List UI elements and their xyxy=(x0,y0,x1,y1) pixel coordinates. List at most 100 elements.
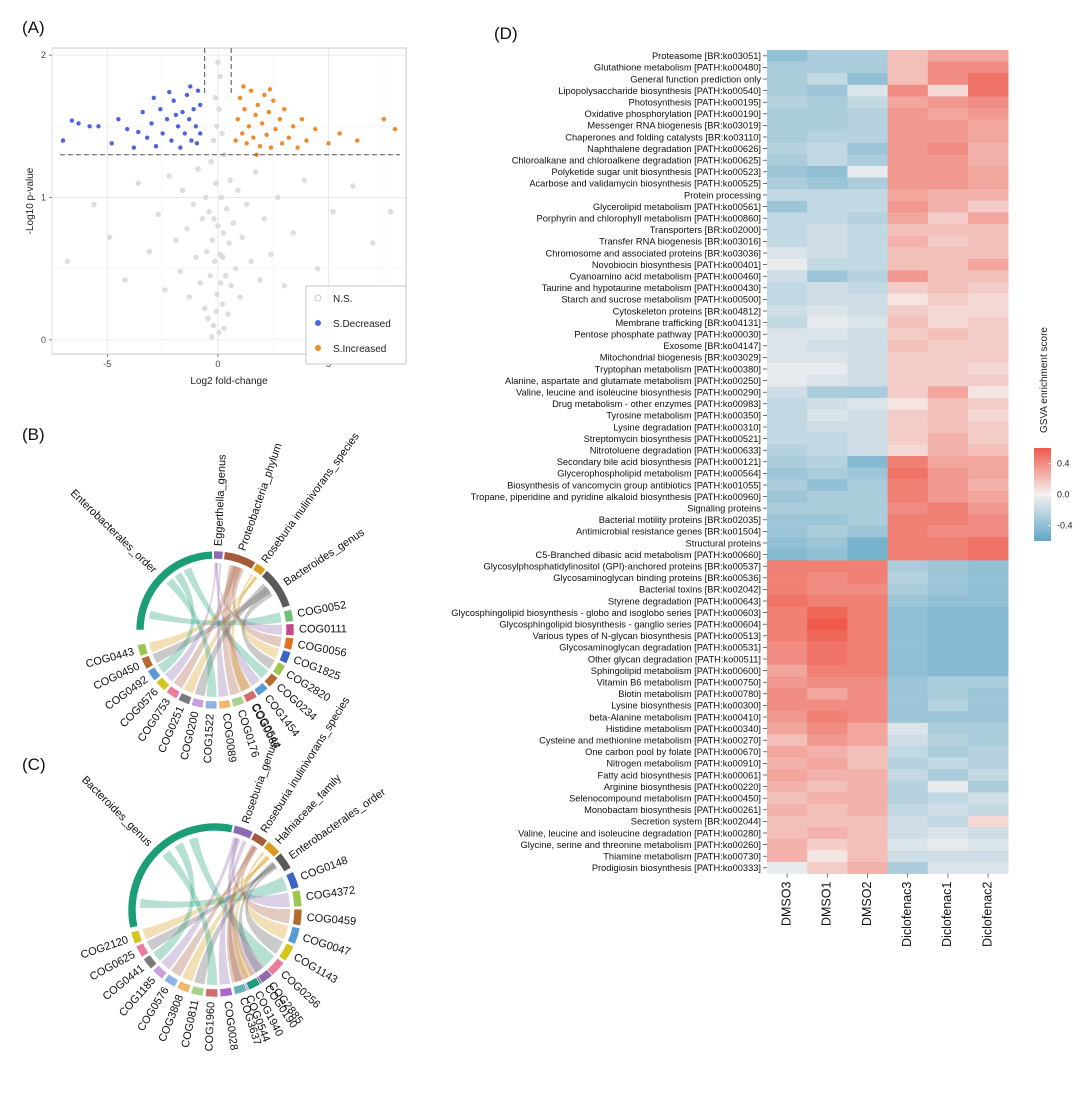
heatmap-cell xyxy=(847,630,888,642)
heatmap-cell xyxy=(968,537,1009,550)
heatmap-cell xyxy=(767,316,808,329)
heatmap-cell xyxy=(807,432,848,445)
heatmap-cell xyxy=(968,270,1009,283)
cog-arc xyxy=(283,608,294,623)
data-point xyxy=(178,145,183,150)
row-label: Pentose phosphate pathway [PATH:ko00030] xyxy=(574,330,761,340)
row-label: Vitamin B6 metabolism [PATH:ko00750] xyxy=(597,678,761,688)
heatmap-cell xyxy=(807,351,848,364)
heatmap-cell xyxy=(847,177,888,190)
heatmap-cell xyxy=(847,525,888,538)
data-point xyxy=(211,258,218,265)
data-point xyxy=(350,183,356,189)
heatmap-cell xyxy=(887,560,929,573)
data-point xyxy=(210,322,217,329)
heatmap-cell xyxy=(887,282,929,294)
heatmap-cell xyxy=(807,862,848,874)
x-tick-label: 0 xyxy=(215,359,220,369)
heatmap-cell xyxy=(927,838,969,851)
taxon-arc xyxy=(135,550,213,631)
data-point xyxy=(219,130,225,137)
heatmap-cell xyxy=(927,340,969,352)
heatmap-cell xyxy=(887,479,929,492)
heatmap-cell xyxy=(767,560,808,573)
heatmap-cell xyxy=(968,363,1009,376)
heatmap-cell xyxy=(807,328,848,341)
heatmap-cell xyxy=(968,177,1009,190)
data-point xyxy=(189,138,194,143)
row-label: Signaling proteins xyxy=(687,504,761,514)
heatmap-cell xyxy=(887,467,929,480)
taxon-label: Bacteroides_genus xyxy=(79,774,154,849)
data-point xyxy=(211,216,217,222)
data-point xyxy=(186,116,192,122)
data-point xyxy=(387,208,394,215)
heatmap-cell xyxy=(767,61,808,74)
heatmap-cell xyxy=(887,177,929,190)
row-label: Biotin metabolism [PATH:ko00780] xyxy=(618,689,761,699)
heatmap-cell xyxy=(807,61,848,74)
heatmap-cell xyxy=(767,583,808,596)
cog-arc xyxy=(204,700,218,710)
heatmap-cell xyxy=(767,282,808,294)
heatmap-cell xyxy=(807,50,848,62)
heatmap-cell xyxy=(847,676,888,689)
heatmap-cell xyxy=(847,769,888,782)
heatmap-cell xyxy=(767,363,808,376)
cog-arc xyxy=(190,985,205,997)
taxon-arc xyxy=(263,841,281,858)
heatmap-cell xyxy=(927,664,969,677)
chord-link xyxy=(230,575,257,692)
heatmap-cell xyxy=(767,421,808,434)
heatmap-cell xyxy=(968,711,1009,724)
heatmap-cell xyxy=(767,769,808,782)
row-label: Bacterial motility proteins [BR:ko02035] xyxy=(599,515,761,525)
heatmap-cell xyxy=(807,537,848,550)
heatmap-cell xyxy=(767,467,808,480)
chord-link xyxy=(241,589,275,670)
heatmap-cell xyxy=(927,514,969,526)
y-axis-label: -Log10 p-value xyxy=(25,167,36,234)
data-point xyxy=(177,268,184,275)
heatmap-cell xyxy=(927,398,969,410)
heatmap-cell xyxy=(887,363,929,376)
row-label: Nitrotoluene degradation [PATH:ko00633] xyxy=(590,446,761,456)
heatmap-cell xyxy=(847,200,888,213)
chord-link xyxy=(183,576,257,694)
heatmap-cell xyxy=(927,699,969,712)
data-point xyxy=(162,287,168,293)
heatmap-cell xyxy=(968,630,1009,642)
heatmap-cell xyxy=(847,96,888,109)
heatmap-cell xyxy=(968,316,1009,329)
heatmap-cell xyxy=(767,374,808,387)
row-label: Glycerolipid metabolism [PATH:ko00561] xyxy=(593,202,761,212)
row-label: Structural proteins xyxy=(686,538,762,548)
row-label: Glycine, serine and threonine metabolism… xyxy=(521,840,761,850)
heatmap-cell xyxy=(887,746,929,758)
data-point xyxy=(226,240,232,246)
heatmap-cell xyxy=(847,363,888,376)
volcano-plot: -505012Log2 fold-change-Log10 p-valueN.S… xyxy=(25,47,407,387)
row-label: Bacterial toxins [BR:ko02042] xyxy=(639,585,761,595)
data-point xyxy=(204,248,210,255)
heatmap-cell xyxy=(968,548,1009,561)
chord-link xyxy=(183,567,269,679)
heatmap-cell xyxy=(968,96,1009,109)
heatmap-cell xyxy=(927,270,969,283)
data-point xyxy=(210,137,217,144)
data-point xyxy=(253,112,258,118)
heatmap-cell xyxy=(807,119,848,132)
heatmap-cell xyxy=(927,490,969,503)
heatmap-cell xyxy=(767,734,808,747)
heatmap-cell xyxy=(807,780,848,793)
heatmap-cell xyxy=(767,108,808,120)
data-point xyxy=(232,265,239,272)
heatmap-cell xyxy=(887,838,929,851)
cog-arc xyxy=(152,964,168,980)
heatmap-cell xyxy=(887,374,929,387)
heatmap-cell xyxy=(927,734,969,747)
row-label: Tropane, piperidine and pyridine alkaloi… xyxy=(471,492,761,502)
heatmap-cell xyxy=(767,456,808,468)
taxon-arc xyxy=(252,562,267,577)
heatmap-cell xyxy=(847,722,888,735)
